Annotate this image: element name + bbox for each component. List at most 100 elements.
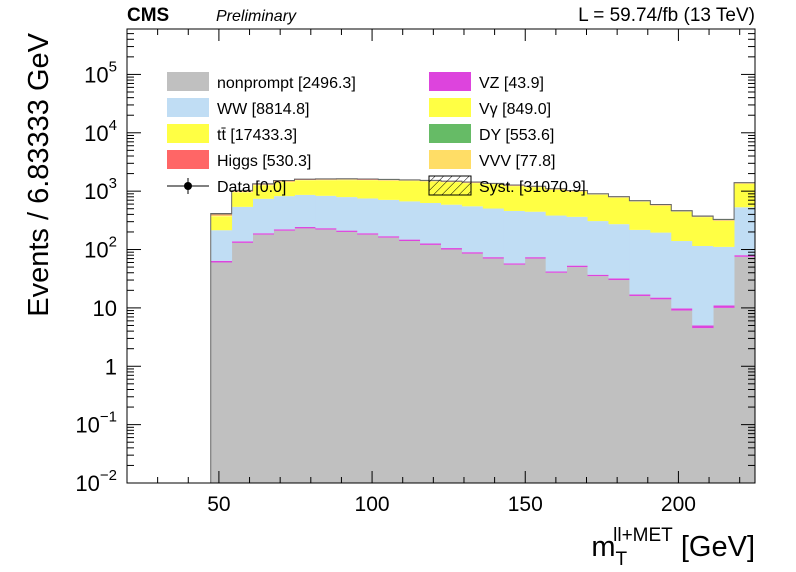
bar-nonprompt-10 bbox=[336, 231, 358, 483]
legend-entry: WW [8814.8] bbox=[167, 98, 309, 118]
bar-ttbar-23 bbox=[608, 197, 630, 225]
bar-ttbar-4 bbox=[210, 216, 233, 231]
bar-WW-9 bbox=[315, 195, 337, 229]
bar-VZ-29 bbox=[734, 255, 755, 257]
bar-nonprompt-12 bbox=[378, 237, 400, 483]
legend-entry: nonprompt [2496.3] bbox=[167, 72, 356, 92]
bar-nonprompt-21 bbox=[566, 267, 588, 483]
legend-entry: Syst. [31070.9] bbox=[428, 175, 586, 196]
legend-swatch bbox=[167, 72, 209, 91]
legend-marker-dot bbox=[184, 182, 192, 190]
legend-entry: tt̄ [17433.3] bbox=[167, 124, 297, 144]
bar-ttbar-18 bbox=[503, 186, 526, 211]
bar-VZ-26 bbox=[671, 308, 693, 311]
bar-nonprompt-6 bbox=[252, 234, 274, 483]
bar-nonprompt-8 bbox=[294, 228, 316, 483]
bar-WW-15 bbox=[441, 204, 463, 249]
bar-nonprompt-20 bbox=[545, 272, 567, 483]
bar-nonprompt-22 bbox=[587, 276, 609, 483]
bar-Vgamma-4 bbox=[210, 215, 233, 217]
legend-entry: Data [0.0] bbox=[167, 178, 286, 196]
bar-Vgamma-8 bbox=[294, 179, 316, 181]
legend: nonprompt [2496.3] VZ [43.9] WW [8814.8] Vγ… bbox=[167, 72, 586, 196]
bar-nonprompt-24 bbox=[629, 295, 651, 483]
bar-nonprompt-16 bbox=[461, 253, 484, 483]
bar-Vgamma-6 bbox=[252, 184, 274, 186]
legend-entry: DY [553.6] bbox=[429, 124, 554, 144]
bar-Higgs-4 bbox=[210, 214, 233, 216]
legend-entry: Vγ [849.0] bbox=[429, 98, 551, 118]
bar-WW-6 bbox=[252, 198, 274, 234]
legend-swatch bbox=[167, 124, 209, 143]
bar-ttbar-12 bbox=[378, 180, 400, 200]
bar-WW-10 bbox=[336, 197, 358, 231]
bar-ttbar-29 bbox=[734, 183, 755, 208]
legend-label: DY [553.6] bbox=[479, 127, 554, 144]
legend-swatch bbox=[429, 72, 471, 91]
bar-WW-29 bbox=[734, 207, 755, 256]
bar-VZ-13 bbox=[399, 239, 421, 241]
bar-nonprompt-19 bbox=[524, 258, 547, 483]
bar-DY-4 bbox=[210, 213, 233, 215]
bar-nonprompt-5 bbox=[231, 242, 253, 483]
bar-nonprompt-9 bbox=[315, 229, 337, 483]
bar-ttbar-11 bbox=[357, 180, 379, 199]
bar-nonprompt-26 bbox=[671, 310, 693, 483]
legend-label: Syst. [31070.9] bbox=[479, 179, 586, 196]
y-tick-label: 103 bbox=[84, 175, 117, 204]
bar-VZ-25 bbox=[650, 297, 672, 300]
bar-nonprompt-17 bbox=[482, 258, 505, 483]
bar-VZ-24 bbox=[629, 294, 651, 296]
legend-entry: Higgs [530.3] bbox=[167, 150, 311, 170]
x-tick-label: 150 bbox=[508, 493, 543, 516]
bar-Higgs-5 bbox=[231, 191, 253, 192]
bar-WW-28 bbox=[713, 246, 735, 306]
bar-Vgamma-12 bbox=[378, 180, 400, 181]
x-axis-title-sup: ll+MET bbox=[613, 525, 673, 546]
bar-nonprompt-27 bbox=[692, 328, 714, 483]
bar-WW-18 bbox=[503, 210, 526, 264]
y-tick-label: 104 bbox=[84, 117, 117, 146]
bar-nonprompt-7 bbox=[273, 230, 295, 483]
stack-bars bbox=[210, 178, 755, 483]
bar-VZ-23 bbox=[608, 278, 630, 281]
bar-VZ-21 bbox=[566, 265, 588, 268]
bar-VZ-9 bbox=[315, 228, 337, 230]
legend-swatch bbox=[429, 150, 471, 169]
bar-Vgamma-13 bbox=[399, 180, 421, 182]
bar-nonprompt-15 bbox=[441, 249, 463, 483]
bar-VZ-20 bbox=[545, 271, 567, 273]
bar-nonprompt-18 bbox=[503, 264, 526, 483]
bar-ttbar-27 bbox=[692, 217, 714, 246]
bar-ttbar-24 bbox=[629, 201, 651, 230]
bar-WW-11 bbox=[357, 198, 379, 234]
legend-label: Higgs [530.3] bbox=[217, 153, 311, 170]
bar-WW-20 bbox=[545, 215, 567, 272]
y-tick-label: 10 bbox=[93, 296, 117, 321]
legend-label: WW [8814.8] bbox=[217, 101, 309, 118]
y-tick-label: 102 bbox=[84, 234, 117, 263]
legend-label: nonprompt [2496.3] bbox=[217, 75, 356, 92]
bar-ttbar-25 bbox=[650, 205, 672, 233]
bar-WW-17 bbox=[482, 208, 505, 258]
bar-VZ-6 bbox=[252, 233, 274, 235]
bar-VZ-18 bbox=[503, 263, 526, 265]
bar-WW-14 bbox=[420, 202, 442, 244]
bar-WW-24 bbox=[629, 229, 651, 295]
bar-VZ-7 bbox=[273, 229, 295, 231]
bar-Vgamma-5 bbox=[231, 191, 253, 193]
bar-VZ-4 bbox=[210, 260, 233, 263]
legend-swatch-hatch bbox=[428, 175, 472, 196]
bar-VZ-11 bbox=[357, 233, 379, 235]
bar-ttbar-6 bbox=[252, 185, 274, 199]
legend-swatch bbox=[429, 98, 471, 117]
legend-label: Data [0.0] bbox=[217, 179, 286, 196]
bar-WW-22 bbox=[587, 221, 609, 275]
bar-ttbar-22 bbox=[587, 194, 609, 222]
bar-VZ-5 bbox=[231, 241, 253, 243]
bar-Vgamma-7 bbox=[273, 181, 295, 183]
bar-VZ-16 bbox=[461, 252, 484, 254]
plot-frame bbox=[126, 28, 756, 484]
y-axis-title: Events / 6.83333 GeV bbox=[23, 32, 55, 316]
